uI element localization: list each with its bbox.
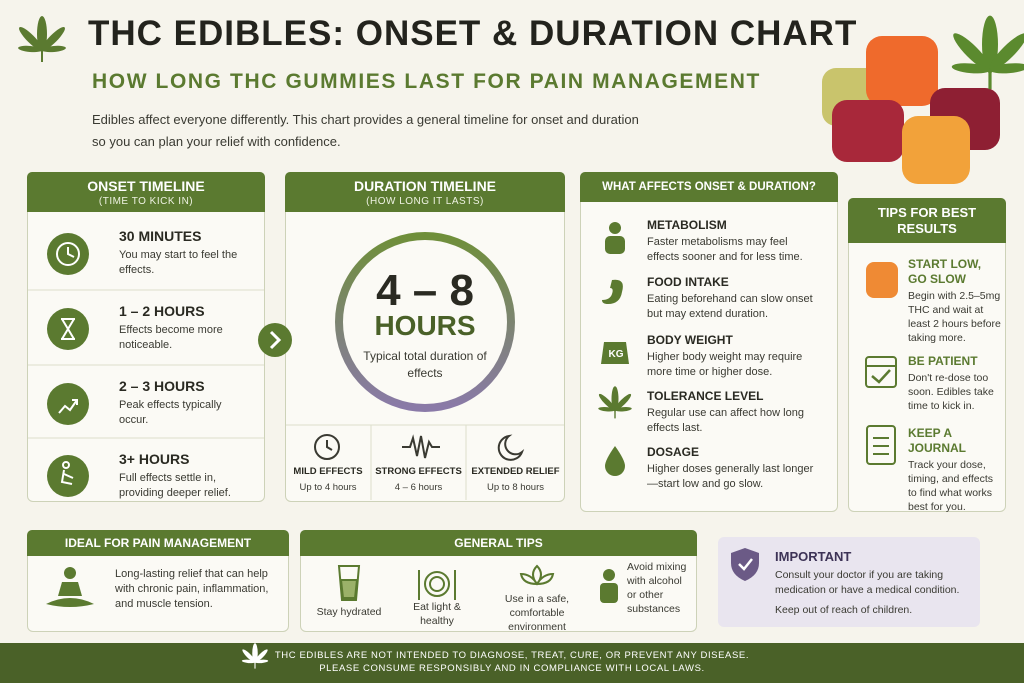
- level-detail: Up to 8 hours: [486, 482, 545, 493]
- factor-text: Faster metabolisms may feel effects soon…: [647, 236, 803, 263]
- tips-title: TIPS FOR BEST RESULTS: [877, 205, 977, 236]
- pain-text: Long-lasting relief that can help with c…: [115, 568, 269, 610]
- level-name: STRONG EFFECTS: [375, 466, 462, 477]
- onset-text: You may start to feel the effects.: [119, 249, 238, 276]
- factor-text: Higher doses generally last longer—start…: [647, 463, 814, 490]
- factor-name: METABOLISM: [647, 218, 727, 232]
- general-tip: Eat light & healthy: [413, 601, 461, 627]
- duration-caption: Typical total duration of effects: [363, 349, 487, 380]
- onset-subtitle: (TIME TO KICK IN): [98, 196, 194, 207]
- onset-band: [27, 172, 265, 212]
- factor-name: FOOD INTAKE: [647, 275, 729, 289]
- tip-name: START LOW, GO SLOW: [908, 257, 982, 286]
- title: THC EDIBLES: ONSET & DURATION CHART: [88, 14, 858, 53]
- duration-band: [285, 172, 565, 212]
- factor-text: Eating beforehand can slow onset but may…: [647, 293, 813, 320]
- weight-icon-label: KG: [608, 349, 624, 360]
- general-band: [300, 530, 697, 556]
- tip-text: Track your dose, timing, and effects to …: [908, 459, 994, 513]
- general-tip: Stay hydrated: [316, 606, 382, 618]
- onset-item: 3+ HOURS Full effects settle in, providin…: [119, 451, 239, 501]
- logo-leaf: [16, 16, 68, 62]
- factor-name: DOSAGE: [647, 445, 700, 459]
- tip-name: BE PATIENT: [908, 354, 978, 368]
- factors-band: [580, 172, 838, 202]
- tip-item: START LOW, GO SLOW Begin with 2.5–5mg THC…: [908, 257, 1002, 345]
- duration-title: DURATION TIMELINE: [353, 178, 497, 194]
- intro-line: so you can plan your relief with confide…: [92, 134, 341, 149]
- subtitle: HOW LONG THC GUMMIES LAST FOR PAIN MANAG…: [92, 70, 761, 93]
- factor-name: TOLERANCE LEVEL: [647, 389, 764, 403]
- factor-text: Regular use can affect how long effects …: [647, 407, 804, 434]
- onset-title: ONSET TIMELINE: [87, 178, 205, 194]
- pain-title: IDEAL FOR PAIN MANAGEMENT: [64, 536, 252, 550]
- onset-time: 2 – 3 HOURS: [119, 378, 205, 394]
- important-line: Keep out of reach of children.: [775, 604, 913, 616]
- general-tip: Use in a safe, comfortable environment: [504, 593, 570, 633]
- intro-line: Edibles affect everyone differently. Thi…: [92, 112, 639, 127]
- duration-level: STRONG EFFECTS 4 – 6 hours: [371, 466, 466, 493]
- tip-item: BE PATIENT Don't re-dose too soon. Edible…: [908, 354, 1002, 413]
- footer-band: [0, 643, 1024, 683]
- general-title: GENERAL TIPS: [454, 536, 543, 550]
- factor-item: METABOLISM Faster metabolisms may feel ef…: [647, 218, 822, 265]
- level-detail: Up to 4 hours: [299, 482, 357, 493]
- onset-text: Full effects settle in, providing deeper…: [119, 472, 231, 499]
- factor-text: Higher body weight may require more time…: [647, 351, 803, 378]
- level-name: MILD EFFECTS: [293, 466, 363, 477]
- important-line: Consult your doctor if you are taking me…: [775, 569, 960, 596]
- onset-time: 30 MINUTES: [119, 228, 202, 244]
- duration-range: 4 – 8: [376, 266, 474, 315]
- onset-text: Peak effects typically occur.: [119, 399, 222, 426]
- onset-item: 2 – 3 HOURS Peak effects typically occur.: [119, 378, 239, 428]
- pain-band: [27, 530, 289, 556]
- onset-time: 3+ HOURS: [119, 451, 190, 467]
- level-detail: 4 – 6 hours: [394, 482, 443, 493]
- factors-title: WHAT AFFECTS ONSET & DURATION?: [602, 181, 816, 193]
- onset-item: 30 MINUTES You may start to feel the effe…: [119, 228, 239, 278]
- tips-band: [848, 198, 1006, 243]
- factor-item: FOOD INTAKE Eating beforehand can slow on…: [647, 275, 822, 322]
- general-tip: Avoid mixing with alcohol or other subst…: [627, 561, 687, 615]
- duration-level: EXTENDED RELIEF Up to 8 hours: [466, 466, 565, 493]
- tip-text: Don't re-dose too soon. Edibles take tim…: [908, 372, 994, 412]
- factor-item: BODY WEIGHT Higher body weight may requir…: [647, 333, 822, 380]
- duration-level: MILD EFFECTS Up to 4 hours: [285, 466, 371, 493]
- tip-item: KEEP A JOURNAL Track your dose, timing, a…: [908, 426, 1002, 514]
- footer-line: PLEASE CONSUME RESPONSIBLY AND IN COMPLI…: [319, 663, 705, 674]
- factor-item: TOLERANCE LEVEL Regular use can affect ho…: [647, 389, 822, 436]
- important-panel: [718, 537, 980, 627]
- onset-time: 1 – 2 HOURS: [119, 303, 205, 319]
- important-body: IMPORTANT Consult your doctor if you are …: [775, 549, 973, 623]
- duration-subtitle: (HOW LONG IT LASTS): [366, 196, 484, 207]
- factor-name: BODY WEIGHT: [647, 333, 733, 347]
- factor-item: DOSAGE Higher doses generally last longer…: [647, 445, 822, 492]
- level-name: EXTENDED RELIEF: [471, 466, 560, 477]
- tip-name: KEEP A JOURNAL: [908, 426, 967, 455]
- tip-text: Begin with 2.5–5mg THC and wait at least…: [908, 290, 1001, 344]
- footer-line: THC EDIBLES ARE NOT INTENDED TO DIAGNOSE…: [274, 650, 750, 661]
- duration-unit: HOURS: [374, 310, 476, 341]
- onset-item: 1 – 2 HOURS Effects become more noticeabl…: [119, 303, 239, 353]
- important-title: IMPORTANT: [775, 549, 852, 564]
- onset-text: Effects become more noticeable.: [119, 324, 223, 351]
